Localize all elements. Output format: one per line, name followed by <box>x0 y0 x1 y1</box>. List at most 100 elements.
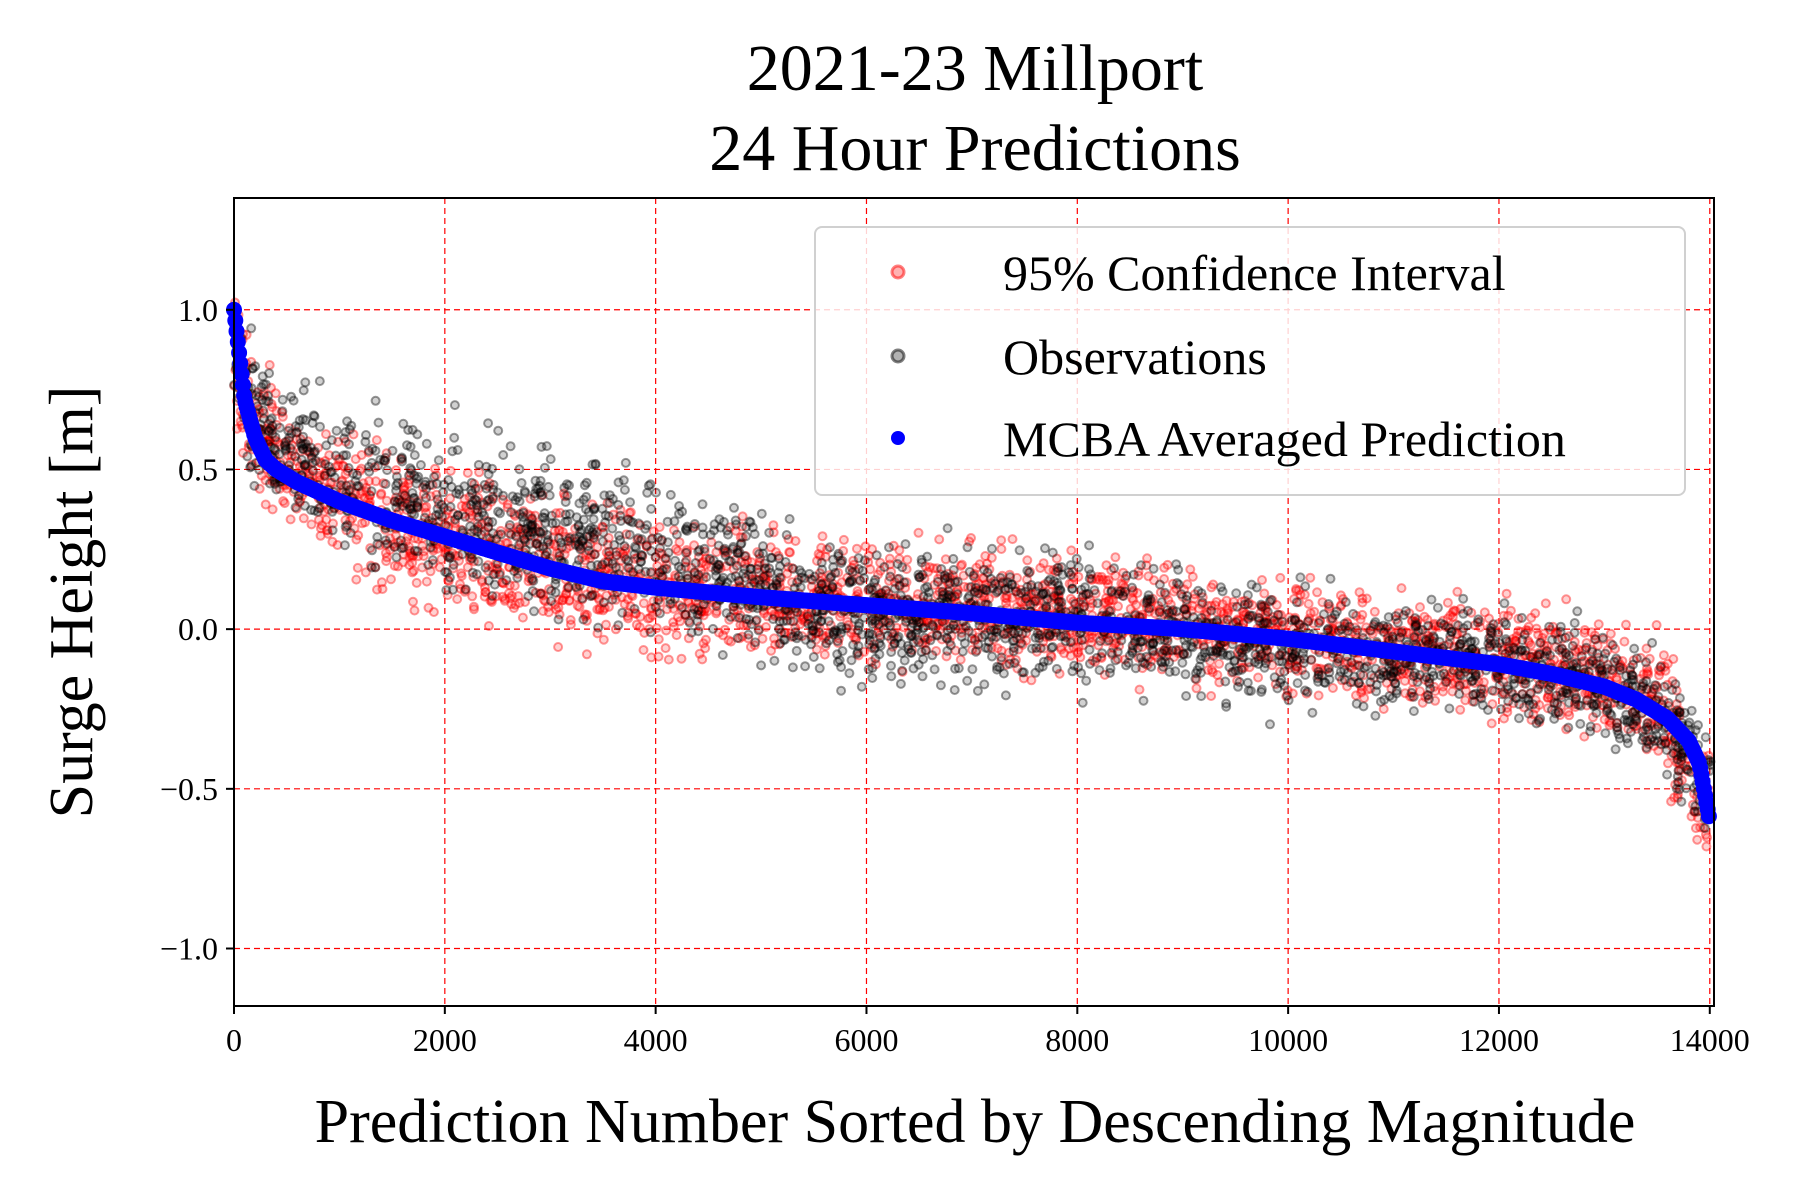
confidence-interval-point <box>1161 642 1172 653</box>
confidence-interval-point <box>1646 687 1657 698</box>
observation-point <box>809 571 820 582</box>
confidence-interval-point <box>1012 663 1023 674</box>
confidence-interval-point <box>1511 636 1521 647</box>
confidence-interval-point <box>838 534 849 545</box>
confidence-interval-point <box>1479 607 1490 618</box>
confidence-interval-point <box>1560 648 1571 659</box>
observation-point <box>864 628 875 639</box>
observation-point <box>1006 579 1017 590</box>
confidence-interval-point <box>1253 672 1264 683</box>
confidence-interval-point <box>483 621 494 631</box>
confidence-interval-point <box>610 624 621 635</box>
observation-point <box>655 567 666 578</box>
confidence-interval-point <box>1442 621 1453 632</box>
observation-point <box>1614 662 1625 673</box>
observation-point <box>297 443 308 454</box>
observation-point <box>280 445 291 456</box>
confidence-interval-point <box>1378 704 1389 714</box>
observation-point <box>421 438 432 449</box>
observation-point <box>470 494 480 505</box>
confidence-interval-point <box>1096 651 1107 662</box>
observation-point <box>258 379 269 390</box>
confidence-interval-point <box>631 619 642 630</box>
observation-point <box>973 639 984 650</box>
observation-point <box>581 491 592 502</box>
observation-point <box>1178 649 1189 660</box>
observation-point <box>444 550 455 561</box>
observation-point <box>445 501 456 512</box>
observation-point <box>577 593 588 604</box>
confidence-interval-point <box>1668 654 1679 664</box>
confidence-interval-point <box>403 478 414 489</box>
observation-point <box>1303 616 1313 627</box>
observation-point <box>1631 716 1642 726</box>
confidence-interval-point <box>1267 612 1278 622</box>
observation-point <box>1038 656 1049 667</box>
observation-point <box>1331 606 1342 617</box>
confidence-interval-point <box>1570 702 1581 712</box>
observation-point <box>1256 684 1267 695</box>
confidence-interval-point <box>285 457 296 468</box>
observation-point <box>633 564 644 575</box>
confidence-interval-point <box>1649 740 1659 751</box>
observation-point <box>1065 569 1076 580</box>
observation-point <box>1142 594 1153 605</box>
confidence-interval-point <box>1561 594 1572 605</box>
confidence-interval-point <box>1191 683 1202 694</box>
observation-point <box>1354 677 1364 688</box>
observation-point <box>1232 601 1242 612</box>
observation-point <box>1094 665 1105 676</box>
confidence-interval-point <box>1312 587 1323 598</box>
confidence-interval-point <box>723 635 734 646</box>
observation-point <box>598 527 609 538</box>
confidence-interval-point <box>979 592 990 603</box>
observation-point <box>709 519 720 530</box>
observation-point <box>310 455 321 466</box>
confidence-interval-point <box>1404 628 1415 639</box>
observation-point <box>457 549 468 560</box>
observation-point <box>498 450 509 460</box>
confidence-interval-point <box>1218 608 1229 619</box>
observation-point <box>968 570 979 581</box>
confidence-interval-point <box>1460 685 1471 696</box>
confidence-interval-point <box>504 528 515 539</box>
observation-point <box>291 427 302 438</box>
observation-point <box>1516 612 1527 623</box>
observation-point <box>1056 562 1067 573</box>
observation-point <box>1333 625 1344 636</box>
confidence-interval-point <box>1273 617 1284 628</box>
confidence-interval-point <box>668 621 679 632</box>
observation-point <box>681 547 692 558</box>
observation-point <box>699 543 710 554</box>
observation-point <box>1242 599 1253 610</box>
observation-point <box>467 567 478 578</box>
observation-point <box>799 573 810 584</box>
observation-point <box>850 613 860 624</box>
observation-point <box>673 561 684 572</box>
observation-point <box>571 582 582 593</box>
observation-point <box>527 573 538 584</box>
observation-point <box>708 623 718 634</box>
observation-point <box>1181 691 1192 701</box>
observation-point <box>651 487 661 498</box>
observation-point <box>1600 728 1611 739</box>
confidence-interval-point <box>509 580 520 591</box>
observation-point <box>391 471 402 482</box>
observation-point <box>735 539 746 550</box>
observation-point <box>1655 662 1666 672</box>
observation-point <box>764 563 775 574</box>
confidence-interval-point <box>443 575 454 586</box>
observation-point <box>1051 663 1062 674</box>
confidence-interval-point <box>1186 605 1197 616</box>
observation-point <box>495 508 505 519</box>
observation-point <box>1217 586 1228 597</box>
confidence-interval-point <box>1489 686 1500 697</box>
confidence-interval-point <box>638 645 649 655</box>
observation-point <box>1462 620 1473 631</box>
observation-point <box>427 555 438 566</box>
confidence-interval-point <box>661 625 672 636</box>
confidence-interval-point <box>943 591 954 602</box>
observation-point <box>1000 633 1011 644</box>
observation-point <box>1243 685 1254 696</box>
observation-point <box>250 361 261 372</box>
